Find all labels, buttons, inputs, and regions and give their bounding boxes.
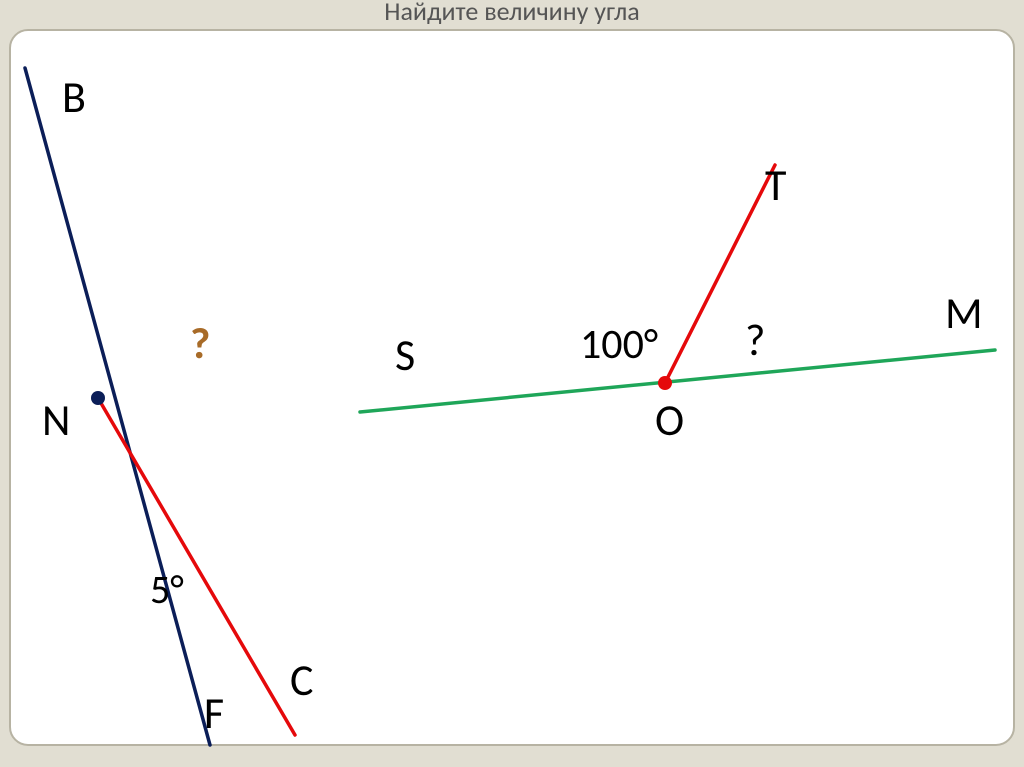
label-o: O <box>655 393 684 447</box>
unknown-right: ? <box>745 313 765 367</box>
point-n <box>91 391 105 405</box>
angle-label-100: 100° <box>580 319 658 370</box>
unknown-left: ? <box>190 316 210 370</box>
label-b: B <box>62 70 86 124</box>
label-c: C <box>290 653 313 707</box>
angle-label-5: 5° <box>150 565 184 614</box>
label-t: T <box>765 158 786 212</box>
label-s: S <box>395 328 415 382</box>
diagram-panel <box>10 30 1014 745</box>
point-o <box>658 376 672 390</box>
label-f: F <box>204 686 224 740</box>
label-m: M <box>945 286 983 340</box>
page-title: Найдите величину угла <box>384 0 639 27</box>
label-n: N <box>42 393 70 447</box>
